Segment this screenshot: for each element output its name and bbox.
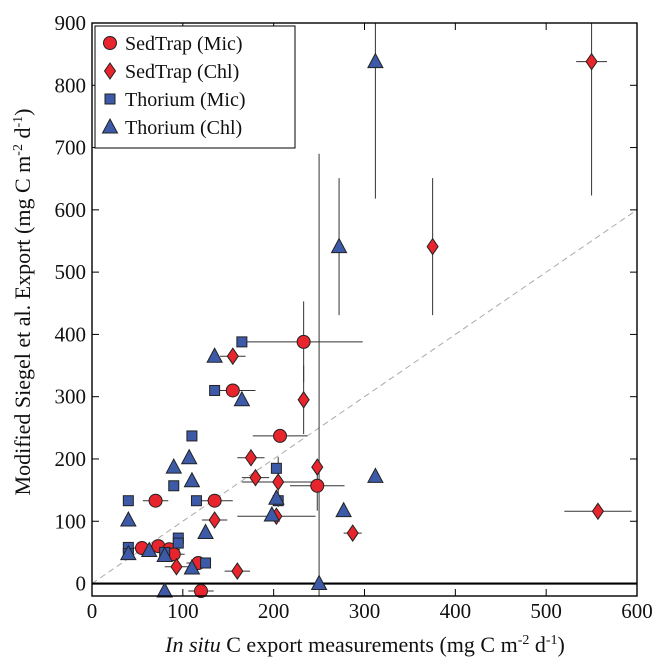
x-tick-label: 300	[349, 599, 381, 623]
data-point-triangle	[197, 523, 214, 539]
data-point-triangle	[183, 471, 201, 488]
data-point-triangle	[119, 544, 137, 561]
y-axis-label-sup2: -1	[11, 116, 26, 128]
y-tick-label: 700	[55, 136, 87, 160]
data-point-triangle	[263, 505, 281, 522]
data-point-triangle	[206, 347, 223, 363]
data-point-square	[122, 495, 134, 507]
data-point-diamond	[231, 562, 244, 580]
data-point-square	[200, 557, 212, 569]
data-point-triangle	[330, 237, 348, 254]
y-axis-label-end: )	[10, 109, 35, 116]
y-tick-label: 200	[55, 447, 87, 471]
data-point-diamond	[249, 468, 262, 487]
y-axis-label-sup1: -2	[11, 144, 26, 156]
data-point-circle	[194, 584, 208, 599]
legend-label: SedTrap (Mic)	[125, 33, 243, 55]
data-point-triangle	[165, 458, 183, 474]
data-point-square	[190, 495, 202, 507]
x-tick-label: 500	[530, 599, 562, 623]
y-tick-label: 300	[55, 385, 87, 409]
data-point-diamond	[346, 524, 359, 542]
data-point-circle	[273, 428, 288, 443]
data-point-square	[209, 384, 221, 396]
x-axis-label-rest: C export measurements (mg C m	[221, 632, 518, 657]
legend-marker-triangle	[101, 117, 119, 134]
data-point-diamond	[244, 448, 258, 467]
x-tick-label: 100	[167, 599, 199, 623]
data-point-triangle	[140, 541, 158, 558]
y-tick-label: 500	[55, 260, 87, 284]
data-point-circle	[207, 493, 222, 508]
data-point-square	[172, 537, 184, 549]
legend-marker-diamond	[103, 62, 117, 80]
data-point-triangle	[180, 448, 198, 465]
y-tick-label: 0	[76, 572, 87, 596]
y-tick-label: 400	[55, 322, 87, 346]
data-point-diamond	[226, 347, 239, 366]
x-tick-label: 600	[621, 599, 652, 623]
x-axis-label-italic: In situ	[164, 632, 221, 657]
data-point-triangle	[335, 501, 352, 518]
x-axis-label-end: )	[558, 632, 565, 657]
y-tick-label: 600	[55, 198, 87, 222]
marker-layer	[119, 52, 605, 599]
data-point-triangle	[156, 581, 174, 598]
legend-marker-circle	[103, 36, 117, 50]
one-to-one-line	[91, 209, 638, 584]
legend: SedTrap (Mic) SedTrap (Chl) Thorium (Mic) T…	[94, 25, 296, 149]
y-tick-label: 100	[55, 509, 87, 533]
y-axis-label: Modified Siegel et al. Export (mg C m-2 …	[10, 109, 35, 496]
legend-marker-square	[104, 93, 116, 105]
y-axis-label-mid: d	[10, 128, 35, 145]
data-point-circle	[296, 334, 311, 349]
data-point-triangle	[183, 558, 201, 575]
axis-layer: 0 100 200 300 400 500 600 0 100 200 300 400 500 600 70…	[55, 11, 652, 623]
data-point-triangle	[233, 390, 251, 407]
legend-label: Thorium (Chl)	[125, 117, 242, 139]
data-point-diamond	[170, 557, 183, 576]
y-tick-label: 800	[55, 73, 87, 97]
data-point-diamond	[311, 458, 324, 476]
data-point-circle	[225, 383, 240, 398]
y-tick-label: 900	[55, 11, 87, 35]
data-point-circle	[148, 493, 163, 508]
legend-label: SedTrap (Chl)	[125, 61, 239, 83]
x-tick-label: 0	[87, 599, 98, 623]
data-point-square	[168, 480, 180, 492]
data-point-triangle	[119, 510, 137, 527]
x-axis-label-sup2: -1	[546, 633, 558, 648]
data-point-diamond	[585, 52, 598, 71]
data-point-square	[186, 430, 198, 442]
x-axis-label-sup1: -2	[518, 633, 530, 648]
data-point-triangle	[268, 489, 285, 505]
x-tick-label: 200	[258, 599, 290, 623]
reference-layer	[91, 209, 638, 585]
x-axis-label: In situ C export measurements (mg C m-2 …	[164, 632, 565, 657]
data-point-triangle	[367, 467, 384, 483]
legend-box	[94, 25, 296, 149]
data-point-diamond	[591, 502, 605, 521]
data-point-diamond	[297, 390, 310, 409]
data-point-triangle	[367, 52, 384, 69]
data-point-circle	[310, 478, 325, 493]
data-point-square	[236, 336, 248, 348]
data-point-square	[270, 462, 282, 474]
data-point-triangle	[156, 546, 174, 563]
legend-label: Thorium (Mic)	[125, 89, 246, 111]
data-point-diamond	[272, 473, 285, 491]
x-axis-label-mid: d	[529, 632, 546, 657]
y-axis-label-main: Modified Siegel et al. Export (mg C m	[10, 156, 35, 496]
data-point-diamond	[426, 237, 439, 256]
data-point-diamond	[208, 511, 221, 529]
x-tick-label: 400	[440, 599, 472, 623]
data-point-triangle	[310, 574, 328, 591]
